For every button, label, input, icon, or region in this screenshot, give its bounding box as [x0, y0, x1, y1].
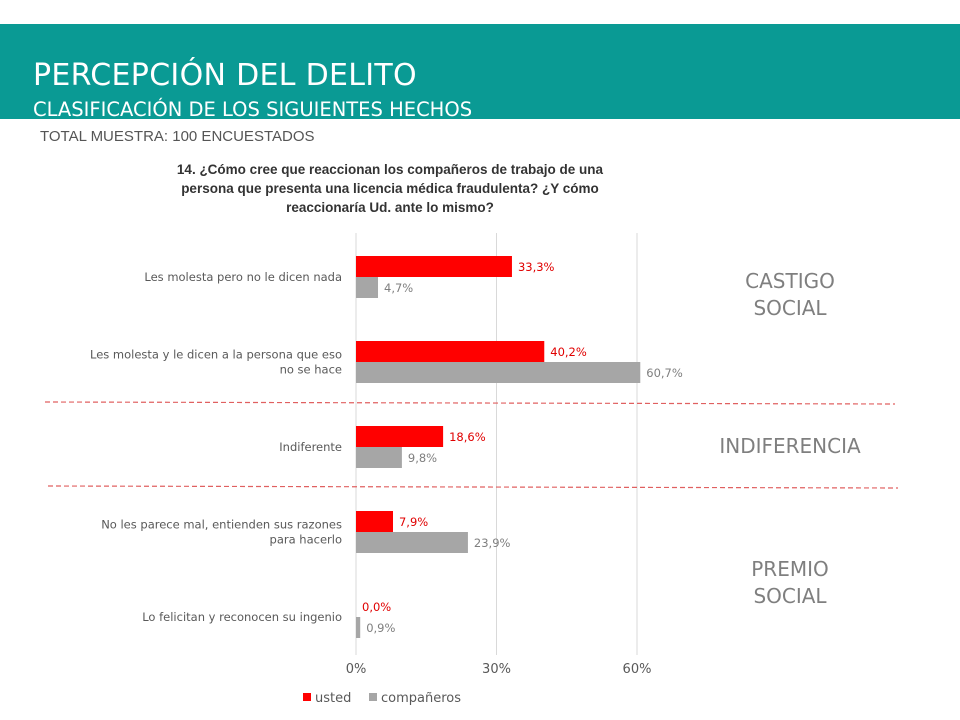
- category-label: para hacerlo: [270, 533, 342, 547]
- x-tick-label: 60%: [623, 662, 652, 677]
- data-label: 9,8%: [408, 451, 437, 465]
- bar-usted: [356, 426, 444, 447]
- legend-label-companeros: compañeros: [381, 691, 461, 706]
- data-label: 33,3%: [518, 260, 555, 274]
- bar-companeros: [356, 447, 402, 468]
- data-label: 4,7%: [384, 281, 413, 295]
- group-label-line: SOCIAL: [753, 296, 827, 320]
- legend-label-usted: usted: [315, 691, 351, 706]
- page-subtitle: CLASIFICACIÓN DE LOS SIGUIENTES HECHOS: [33, 98, 473, 121]
- sample-note: TOTAL MUESTRA: 100 ENCUESTADOS: [40, 128, 315, 145]
- group-label-castigo-social: CASTIGO SOCIAL: [700, 268, 880, 322]
- question-line: reaccionaría Ud. ante lo mismo?: [286, 200, 494, 215]
- bar-usted: [356, 256, 512, 277]
- data-label: 18,6%: [449, 430, 486, 444]
- header-banner: PERCEPCIÓN DEL DELITO CLASIFICACIÓN DE L…: [0, 24, 960, 121]
- bar-usted: [356, 511, 393, 532]
- category-label: Les molesta y le dicen a la persona que …: [90, 348, 342, 362]
- question-line: persona que presenta una licencia médica…: [181, 181, 599, 196]
- x-tick-label: 30%: [482, 662, 511, 677]
- group-label-line: PREMIO: [751, 557, 829, 581]
- bar-companeros: [356, 532, 468, 553]
- data-label: 23,9%: [474, 536, 511, 550]
- bar-companeros: [356, 617, 361, 638]
- category-label: Lo felicitan y reconocen su ingenio: [142, 610, 342, 624]
- page-title: PERCEPCIÓN DEL DELITO: [33, 58, 417, 93]
- group-label-line: SOCIAL: [753, 584, 827, 608]
- legend-swatch-companeros: [369, 693, 377, 701]
- category-label: Les molesta pero no le dicen nada: [144, 270, 342, 284]
- data-label: 40,2%: [550, 345, 587, 359]
- group-label-line: CASTIGO: [745, 269, 835, 293]
- chart-question: 14. ¿Cómo cree que reaccionan los compañ…: [100, 160, 680, 217]
- data-label: 7,9%: [399, 515, 428, 529]
- group-label-premio-social: PREMIO SOCIAL: [700, 556, 880, 610]
- group-label-line: INDIFERENCIA: [719, 434, 861, 458]
- bar-usted: [356, 341, 545, 362]
- bar-companeros: [356, 362, 641, 383]
- bar-companeros: [356, 277, 379, 298]
- category-label: Indiferente: [279, 440, 342, 454]
- group-label-indiferencia: INDIFERENCIA: [680, 433, 900, 460]
- separator-line: [44, 401, 896, 405]
- category-label: no se hace: [280, 363, 342, 377]
- category-label: No les parece mal, entienden sus razones: [101, 518, 342, 532]
- x-tick-label: 0%: [346, 662, 367, 677]
- data-label: 60,7%: [646, 366, 683, 380]
- question-line: 14. ¿Cómo cree que reaccionan los compañ…: [176, 162, 604, 177]
- separator-line: [47, 485, 899, 489]
- legend-swatch-usted: [303, 693, 311, 701]
- data-label: 0,9%: [366, 621, 395, 635]
- data-label: 0,0%: [362, 600, 391, 614]
